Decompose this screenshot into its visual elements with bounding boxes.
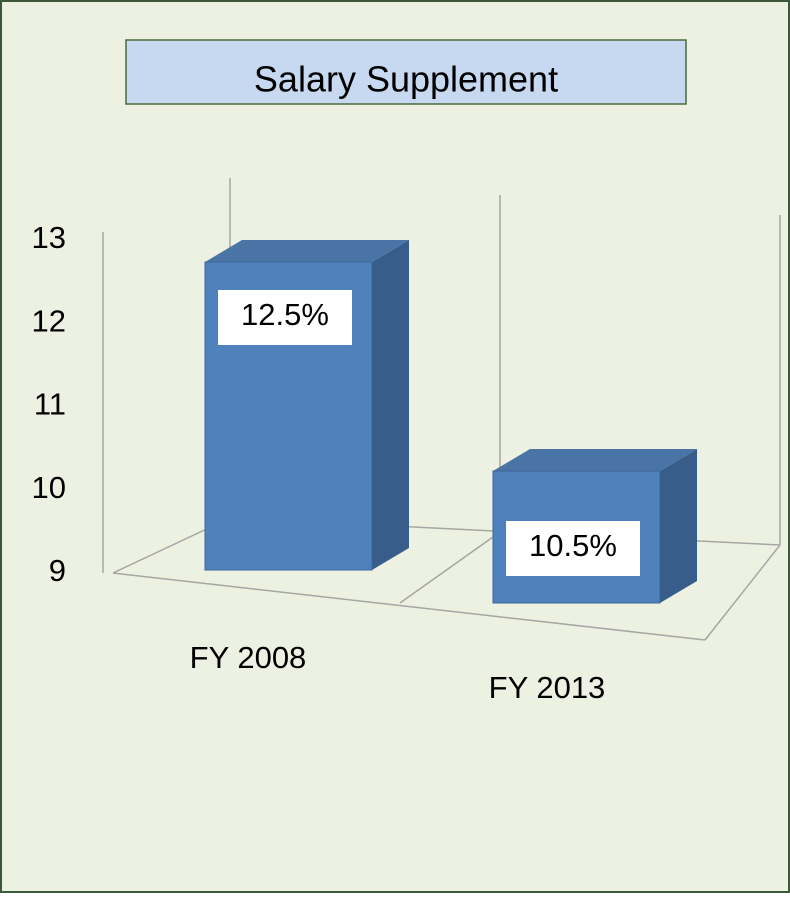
y-tick-label: 12 <box>32 303 66 338</box>
y-tick-label: 11 <box>34 387 66 422</box>
value-label-box <box>506 521 640 576</box>
floor-edge <box>704 544 781 641</box>
bar-side <box>660 449 697 603</box>
y-tick-label: 10 <box>32 470 66 505</box>
chart-title: Salary Supplement <box>254 59 558 100</box>
floor-edge <box>399 531 501 604</box>
y-tick-label: 13 <box>32 220 66 255</box>
bar-top <box>205 240 409 262</box>
bar-side <box>372 240 409 570</box>
value-label-box <box>218 290 352 345</box>
bar-top <box>493 449 697 471</box>
floor-edge <box>112 572 706 641</box>
value-label: 10.5% <box>529 528 617 563</box>
x-tick-label: FY 2013 <box>489 670 606 705</box>
y-tick-label: 9 <box>49 553 66 588</box>
x-tick-label: FY 2008 <box>190 640 307 675</box>
title-box <box>125 39 687 105</box>
value-label: 12.5% <box>241 297 329 332</box>
